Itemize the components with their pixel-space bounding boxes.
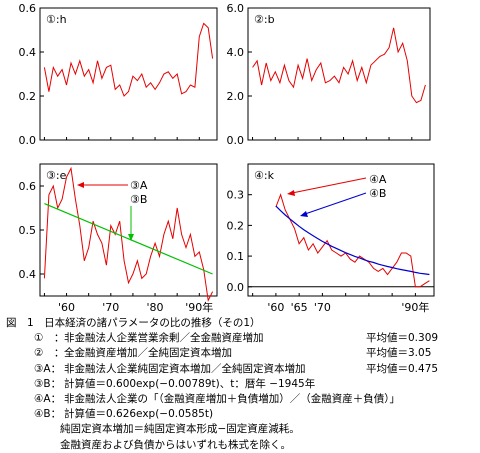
series-line [252,27,426,104]
note-row-3a: ③A： 非金融法人企業純固定資本増加／全純固定資本増加 平均値＝0.475 [6,362,476,377]
panel-label: ②:b [254,13,275,26]
x-tick-label: '80 [147,301,164,314]
x-tick-label: '70 [102,301,119,314]
note-desc: 非金融法人企業の「（金融資産増加＋負債増加）／（金融資産＋負債）」 [64,392,400,405]
series-line [43,22,214,97]
y-tick-label: 0.2 [227,219,245,232]
note-average: 平均値＝0.309 [366,332,439,345]
note-key: ③A： [34,362,62,375]
y-tick-label: 0.2 [19,90,37,103]
note-key: ① ： [34,332,65,345]
plot-frame [247,7,431,141]
note-row-2: ② ： 全金融資産増加／全純固定資本増加 平均値＝3.05 [6,346,476,361]
callout-arrowhead [128,234,134,241]
note-desc: 非金融法人企業営業余剰／全金融資産増加 [64,332,264,345]
y-tick-label: 0.3 [227,189,245,202]
y-tick-label: 0.6 [19,180,37,193]
note-average: 平均値＝3.05 [366,347,432,360]
note-key: ③B： [34,377,62,390]
plot-frame [247,163,435,297]
y-tick-label: 0.4 [19,46,37,59]
x-tick-label: '60 [58,301,75,314]
panel-b: 6.0 4.0 2.0 0.0 ②:b [227,2,431,147]
x-tick-label: '70 [314,301,331,314]
note-key: ② ： [34,347,65,360]
y-tick-label: 4.0 [227,46,245,59]
note-desc: 計算値＝0.600exp(−0.00789t)、t：暦年 −1945年 [64,377,316,390]
fit-line [275,205,430,276]
note-desc: 非金融法人企業純固定資本増加／全純固定資本増加 [64,362,306,375]
callout-line [304,192,367,215]
y-tick-label: 0.0 [227,281,245,294]
note-key: ④A： [34,392,62,405]
callout-line [291,177,367,194]
y-tick-label: 0.4 [19,268,37,281]
note-desc: 計算値＝0.626exp(−0.0585t) [64,408,214,421]
y-tick-label: 0.0 [227,134,245,147]
figure-panels: 0.60.40.20.0①:h 6.04.02.00.0②:b 0.60.50.… [19,2,435,314]
note-row-3b: ③B： 計算値＝0.600exp(−0.00789t)、t：暦年 −1945年 [6,377,476,392]
y-tick-label: 2.0 [227,90,245,103]
x-tick-label: '90年 [401,300,429,314]
note-average: 平均値＝0.475 [366,362,439,375]
annotation-label: ③A [130,179,148,192]
callout-arrowhead [77,182,84,188]
y-tick-label: 0.1 [227,250,245,263]
x-tick-label: '60 [267,301,284,314]
note-row-4b: ④B： 計算値＝0.626exp(−0.0585t) [6,407,476,422]
panel-label: ③:e [46,169,67,182]
y-tick-label: 6.0 [227,2,245,15]
x-tick-label: '65 [291,301,308,314]
annotation-label: ④B [369,187,386,200]
y-tick-label: 0.6 [19,2,37,15]
series-line [43,166,214,303]
caption-extra-note: 純固定資本増加＝純固定資本形成−固定資産減耗。 [60,423,300,436]
plot-frame [39,163,218,297]
annotation-label: ④A [369,173,387,186]
callout-arrowhead [287,190,295,196]
series-line [275,193,430,288]
note-row-4a: ④A： 非金融法人企業の「（金融資産増加＋負債増加）／（金融資産＋負債）」 [6,392,476,407]
caption-extra-note: 金融資産および負債からはいずれも株式を除く。 [60,438,291,451]
note-key: ④B： [34,408,62,421]
annotation-label: ③B [130,193,147,206]
figure-caption: 図 1 日本経済の諸パラメータの比の推移（その1） ① ： 非金融法人企業営業余… [6,316,476,453]
note-desc: 全金融資産増加／全純固定資本増加 [64,347,232,360]
y-tick-label: 0.5 [19,224,37,237]
fit-line [44,203,213,275]
note-row-1: ① ： 非金融法人企業営業余剰／全金融資産増加 平均値＝0.309 [6,331,476,346]
panel-label: ④:k [254,169,275,182]
plot-frame [39,7,218,141]
panel-label: ①:h [46,13,67,26]
panel-h: 0.6 0.4 0.2 0.0 ①:h [19,2,218,147]
x-tick-label: '90年 [185,300,213,314]
caption-title: 図 1 日本経済の諸パラメータの比の推移（その1） [6,317,261,329]
callout-arrowhead [300,211,308,217]
y-tick-label: 0.0 [19,134,37,147]
